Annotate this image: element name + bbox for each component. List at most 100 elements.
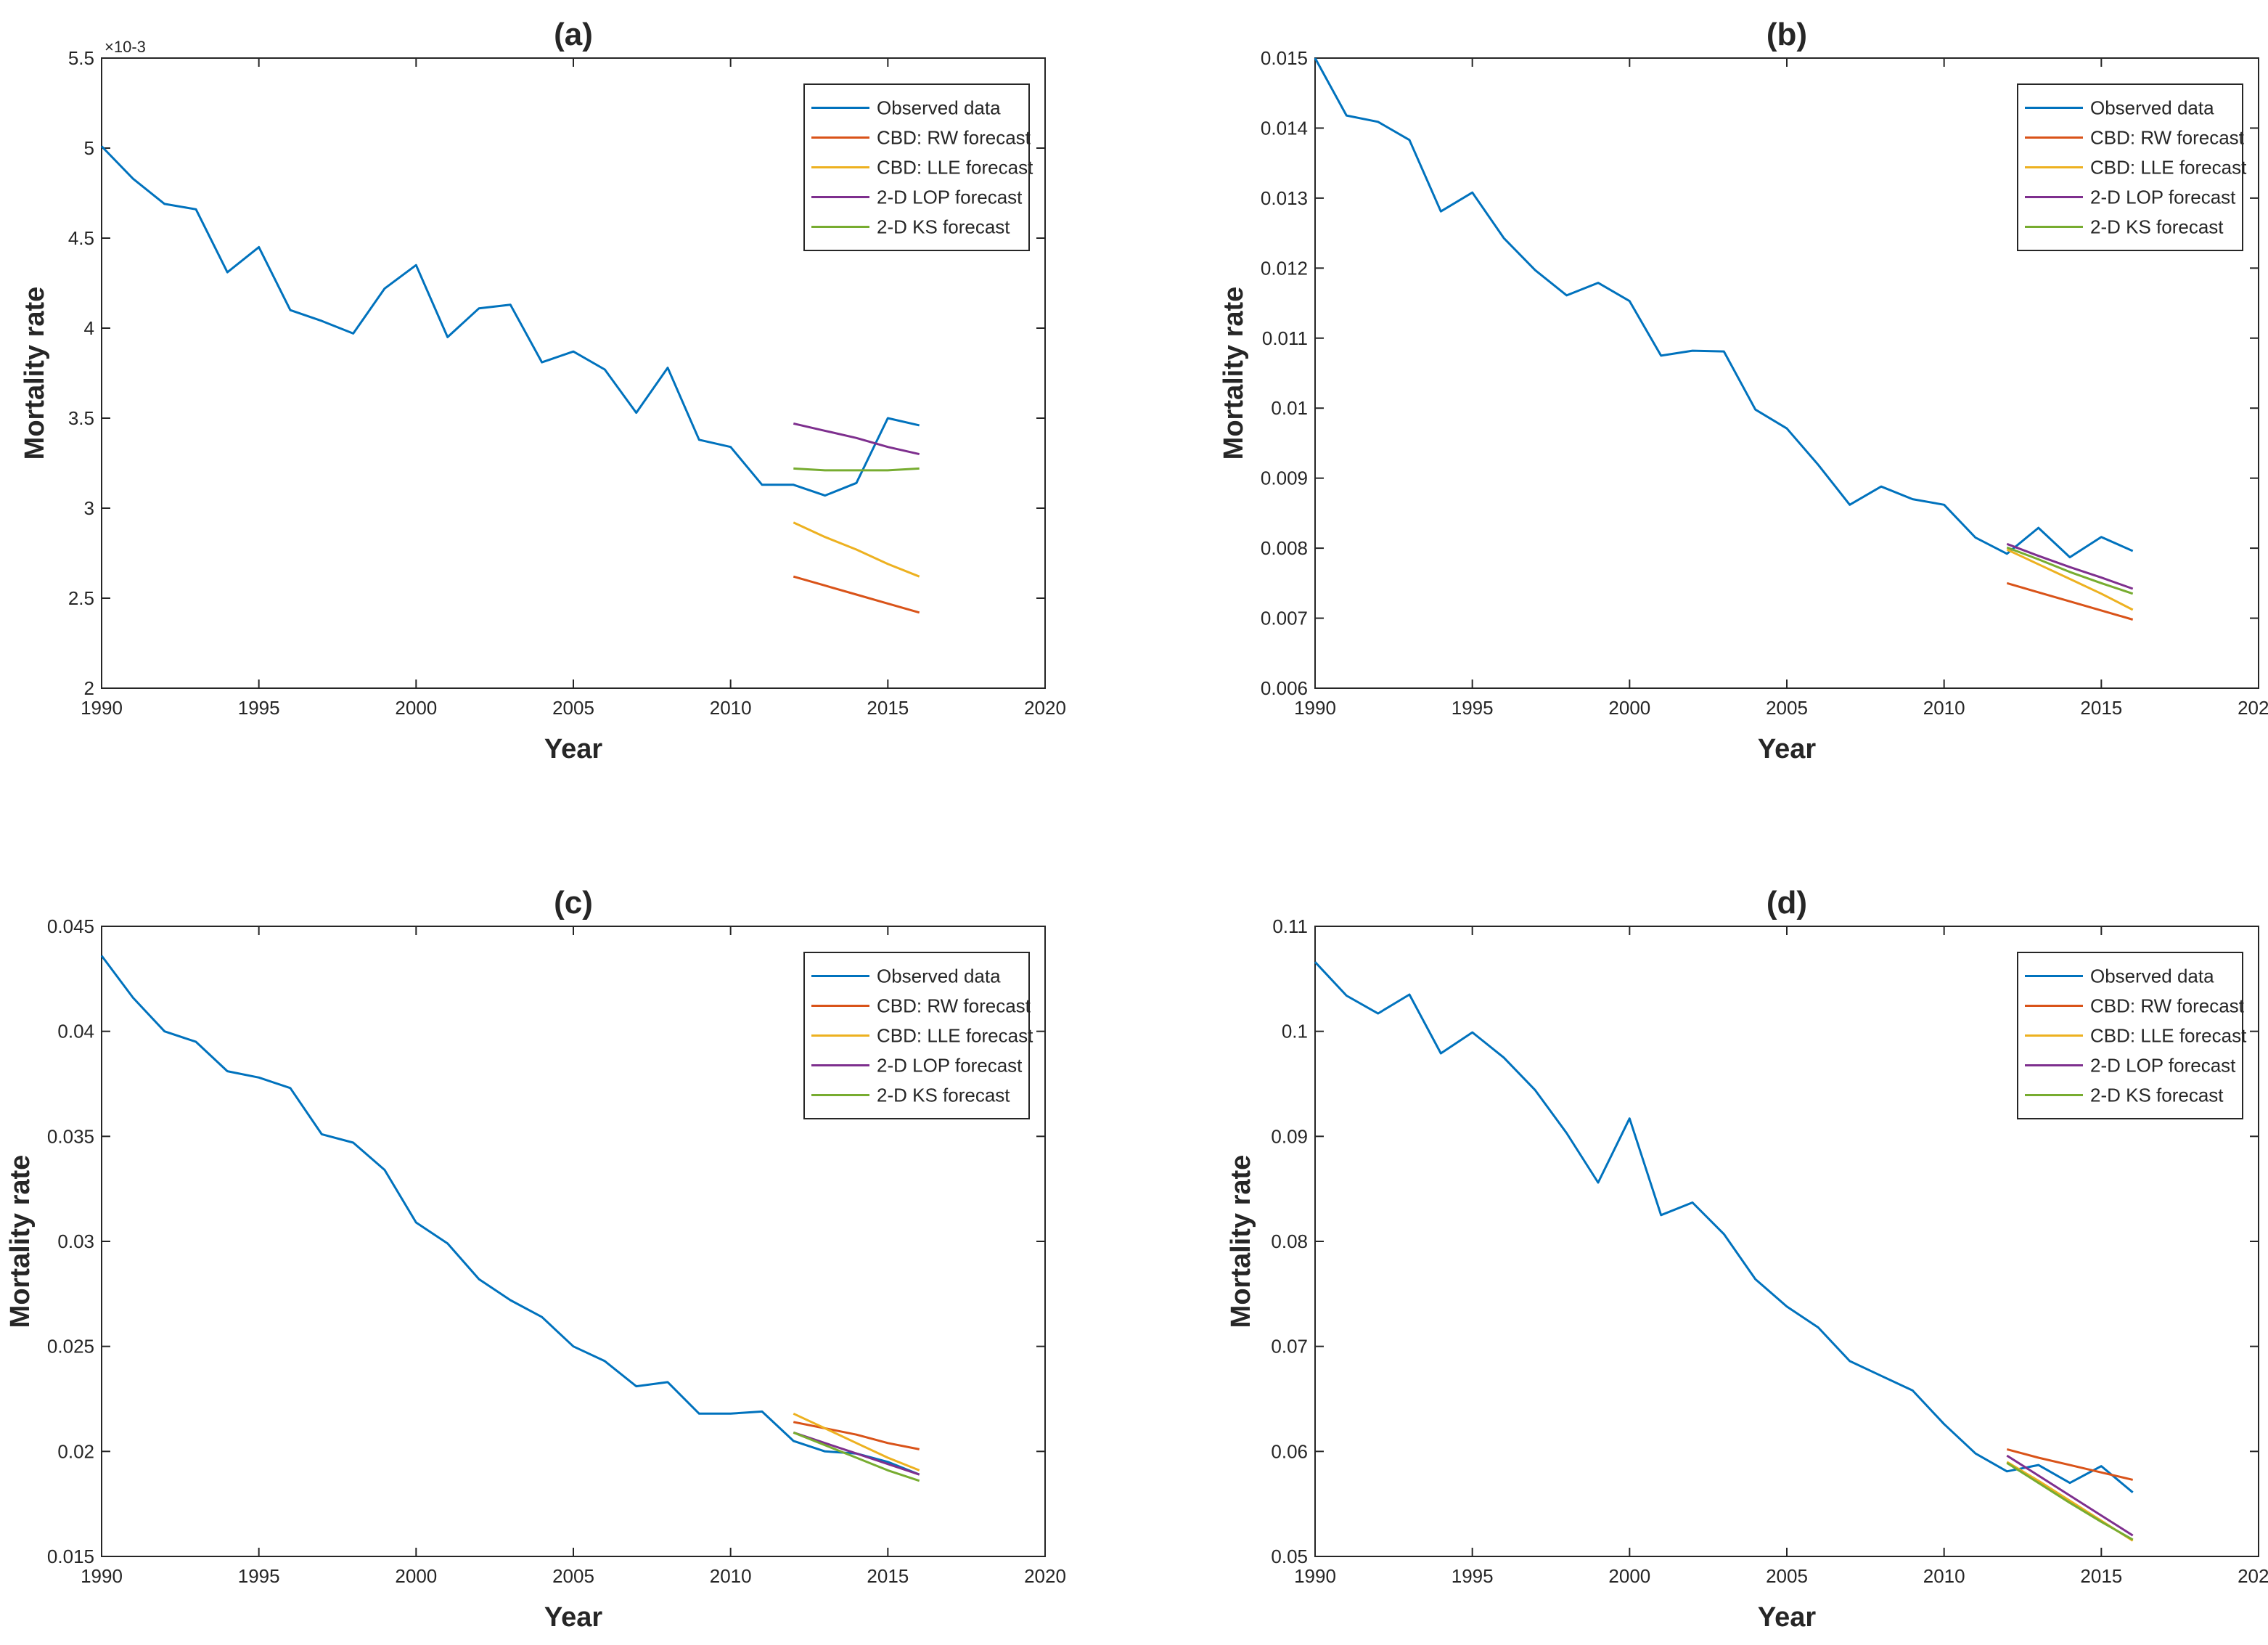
series-line-observed <box>1314 57 2134 559</box>
y-tick-label: 5.5 <box>68 47 94 69</box>
legend-label: 2-D KS forecast <box>2090 1085 2224 1106</box>
y-tick-label: 0.05 <box>1271 1546 1308 1567</box>
x-tick-label: 2010 <box>710 1565 752 1587</box>
y-tick-label: 0.011 <box>1262 327 1308 349</box>
series-line-observed <box>100 145 920 497</box>
x-tick-label: 2000 <box>1608 1565 1650 1587</box>
x-tick-label: 2005 <box>552 1565 594 1587</box>
legend-label: 2-D KS forecast <box>2090 216 2224 238</box>
chart-panel-c: 1990 1995 2000 2005 2010 2015 2020 0.015 0.02 0.0… <box>5 885 1066 1633</box>
series-line-lop <box>2006 542 2134 590</box>
x-tick-label: 1990 <box>81 1565 123 1587</box>
x-tick-label: 2015 <box>2080 1565 2122 1587</box>
y-tick-label: 2 <box>84 677 94 699</box>
y-tick-label: 0.045 <box>47 915 94 937</box>
x-tick-label: 1990 <box>81 697 123 719</box>
x-tick-label: 1990 <box>1294 1565 1336 1587</box>
legend-label: CBD: LLE forecast <box>877 157 1033 179</box>
legend-label: Observed data <box>877 966 1001 987</box>
y-tick-label: 0.07 <box>1271 1336 1308 1358</box>
series-line-observed <box>100 955 920 1476</box>
legend-label: 2-D KS forecast <box>877 216 1010 238</box>
series-line-ks <box>793 467 920 472</box>
legend-label: CBD: LLE forecast <box>877 1025 1033 1047</box>
y-tick-label: 0.03 <box>57 1230 94 1252</box>
legend-label: Observed data <box>877 97 1001 119</box>
series-line-ks <box>793 1431 920 1482</box>
x-tick-label: 2010 <box>1923 1565 1965 1587</box>
y-tick-label: 0.035 <box>47 1125 94 1147</box>
x-tick-label: 2020 <box>2238 697 2268 719</box>
y-tick-label: 0.01 <box>1271 397 1308 419</box>
legend-label: 2-D LOP forecast <box>2090 187 2236 208</box>
legend-label: Observed data <box>2090 97 2214 119</box>
legend-label: CBD: RW forecast <box>877 995 1031 1017</box>
x-axis-title: Year <box>1758 734 1817 764</box>
panel-title: (b) <box>1766 17 1807 52</box>
y-exponent-label: ×10-3 <box>105 38 146 56</box>
y-tick-label: 0.015 <box>1261 47 1308 69</box>
x-axis-title: Year <box>544 734 603 764</box>
series-line-observed <box>1314 961 2134 1493</box>
x-tick-label: 2015 <box>867 697 909 719</box>
x-tick-label: 1995 <box>238 697 280 719</box>
series-line-lop <box>793 1431 920 1476</box>
x-tick-label: 2010 <box>1923 697 1965 719</box>
y-axis-title: Mortality rate <box>20 287 50 460</box>
chart-panel-d: 1990 1995 2000 2005 2010 2015 2020 0.05 0.06 0.07… <box>1226 885 2268 1633</box>
x-tick-label: 2000 <box>395 1565 437 1587</box>
legend-label: 2-D KS forecast <box>877 1085 1010 1106</box>
legend-label: CBD: RW forecast <box>2090 127 2245 149</box>
x-tick-label: 2015 <box>2080 697 2122 719</box>
y-tick-label: 3.5 <box>68 407 94 429</box>
series-line-ks <box>2006 546 2134 595</box>
y-tick-label: 0.015 <box>47 1546 94 1567</box>
legend-label: CBD: LLE forecast <box>2090 157 2247 179</box>
legend-label: CBD: RW forecast <box>877 127 1031 149</box>
legend-label: 2-D LOP forecast <box>877 1055 1023 1077</box>
x-axis-title: Year <box>544 1602 603 1633</box>
y-tick-label: 0.008 <box>1261 537 1308 559</box>
y-tick-label: 0.025 <box>47 1336 94 1358</box>
x-tick-label: 2020 <box>1024 697 1066 719</box>
chart-panel-a: 1990 1995 2000 2005 2010 2015 2020 2 2.5 3 3.5 4 4.5… <box>20 17 1066 764</box>
x-tick-label: 2005 <box>1766 697 1808 719</box>
y-tick-label: 0.02 <box>57 1440 94 1462</box>
y-tick-label: 0.009 <box>1261 468 1308 489</box>
y-tick-label: 0.014 <box>1261 117 1308 139</box>
y-axis-title: Mortality rate <box>1226 1155 1256 1328</box>
y-tick-label: 0.013 <box>1261 187 1308 209</box>
panel-title: (c) <box>554 885 593 921</box>
x-tick-label: 1995 <box>1452 1565 1494 1587</box>
y-tick-label: 3 <box>84 497 94 519</box>
y-tick-label: 0.04 <box>57 1021 94 1042</box>
y-tick-label: 0.06 <box>1271 1440 1308 1462</box>
y-axis-title: Mortality rate <box>1219 287 1249 460</box>
x-tick-label: 1990 <box>1294 697 1336 719</box>
x-axis-title: Year <box>1758 1602 1817 1633</box>
x-tick-label: 2000 <box>1608 697 1650 719</box>
y-tick-label: 0.012 <box>1261 257 1308 279</box>
series-line-ks <box>2006 1461 2134 1541</box>
chart-panel-b: 1990 1995 2000 2005 2010 2015 2020 0.006 0.007 0.… <box>1219 17 2268 764</box>
x-tick-label: 2020 <box>1024 1565 1066 1587</box>
x-tick-label: 2005 <box>1766 1565 1808 1587</box>
panel-title: (d) <box>1766 885 1807 921</box>
legend-label: 2-D LOP forecast <box>2090 1055 2236 1077</box>
x-tick-label: 2005 <box>552 697 594 719</box>
series-line-rw <box>2006 1448 2134 1481</box>
x-tick-label: 1995 <box>238 1565 280 1587</box>
series-line-rw <box>793 1421 920 1450</box>
legend-label: Observed data <box>2090 966 2214 987</box>
series-line-rw <box>2006 581 2134 621</box>
y-tick-label: 0.006 <box>1261 677 1308 699</box>
series-line-rw <box>793 575 920 614</box>
x-tick-label: 2010 <box>710 697 752 719</box>
x-tick-label: 2015 <box>867 1565 909 1587</box>
series-line-lle <box>793 1412 920 1471</box>
x-tick-label: 2000 <box>395 697 437 719</box>
y-tick-label: 4.5 <box>68 227 94 249</box>
y-axis-title: Mortality rate <box>5 1155 36 1328</box>
y-tick-label: 5 <box>84 137 94 159</box>
